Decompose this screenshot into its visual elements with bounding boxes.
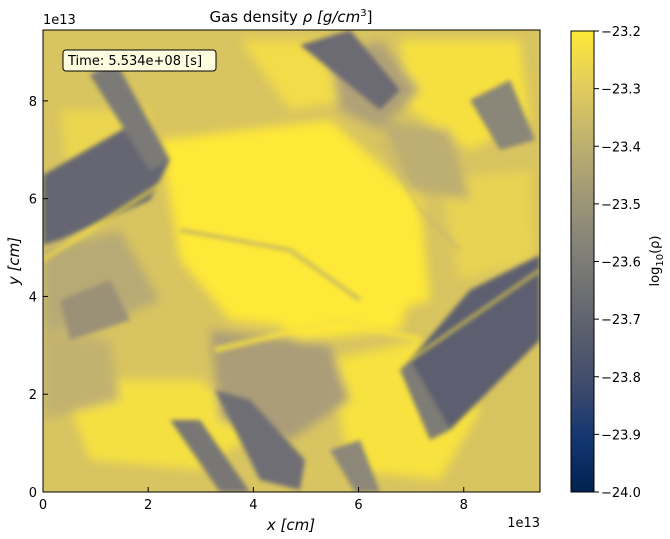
y-tick-label: 8 [29, 95, 37, 110]
x-tick-label: 0 [39, 498, 47, 513]
time-annotation: Time: 5.534e+08 [s] [62, 49, 217, 72]
density-heatmap [43, 30, 540, 492]
colorbar-tick-label: −23.7 [601, 313, 641, 328]
y-axis-label: y [cm] [5, 237, 23, 286]
y-axis: 0 2 4 6 8 [29, 95, 48, 501]
y-tick-label: 0 [29, 486, 37, 501]
colorbar [570, 30, 595, 493]
colorbar-tick-label: −23.6 [601, 256, 641, 271]
colorbar-tick-label: −23.2 [601, 25, 641, 40]
colorbar-tick-label: −23.9 [601, 428, 641, 443]
x-axis: 0 2 4 6 8 [39, 487, 468, 513]
y-offset-label: 1e13 [43, 13, 76, 28]
x-tick-label: 6 [354, 498, 362, 513]
x-tick-label: 8 [460, 498, 468, 513]
y-tick-label: 4 [29, 290, 37, 305]
x-offset-label: 1e13 [507, 516, 540, 531]
colorbar-tick-label: −24.0 [601, 486, 641, 501]
colorbar-tick-label: −23.4 [601, 140, 641, 155]
chart-title: Gas density ρ [g/cm3] [209, 8, 372, 26]
colorbar-ticks: −23.2 −23.3 −23.4 −23.5 −23.6 −23.7 −23.8 −23.9… [594, 25, 641, 501]
x-tick-label: 4 [249, 498, 257, 513]
colorbar-tick-label: −23.3 [601, 83, 641, 98]
y-tick-label: 6 [29, 193, 37, 208]
colorbar-tick-label: −23.8 [601, 371, 641, 386]
x-axis-label: x [cm] [266, 516, 315, 534]
plot-frame [42, 29, 541, 493]
y-tick-label: 2 [29, 388, 37, 403]
colorbar-tick-label: −23.5 [601, 198, 641, 213]
time-annotation-label: Time: 5.534e+08 [s] [67, 54, 202, 69]
x-tick-label: 2 [144, 498, 152, 513]
colorbar-label: log10(ρ) [648, 236, 666, 287]
